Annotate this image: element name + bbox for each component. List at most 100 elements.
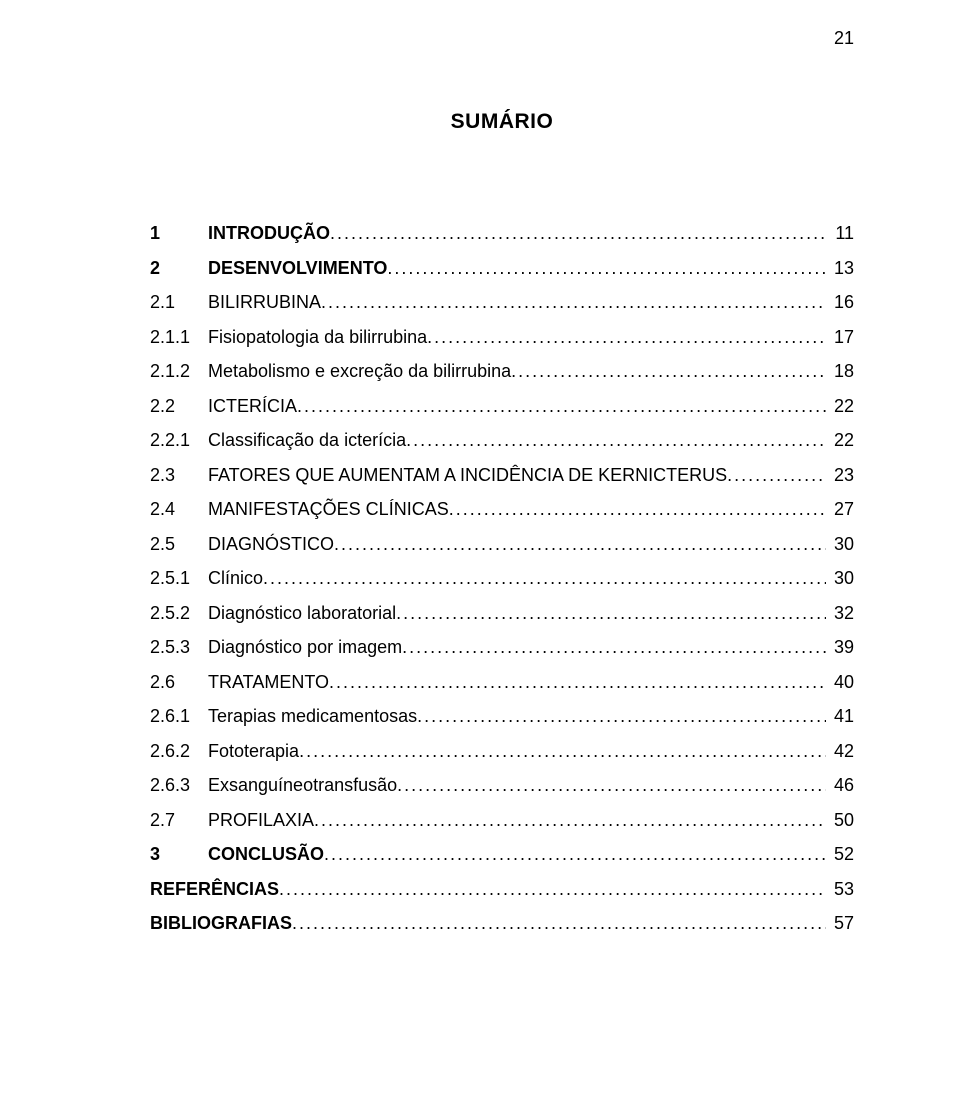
toc-entry-number: 2.5.3 bbox=[150, 638, 208, 656]
toc-entry: 2.1.2Metabolismo e excreção da bilirrubi… bbox=[150, 362, 854, 380]
toc-entry-label: BILIRRUBINA bbox=[208, 293, 321, 311]
page-content: SUMÁRIO 1INTRODUÇÃO112DESENVOLVIMENTO132… bbox=[0, 0, 960, 932]
toc-entry-number: 2.1.2 bbox=[150, 362, 208, 380]
toc-entry-page: 39 bbox=[826, 638, 854, 656]
toc-entry: 1INTRODUÇÃO11 bbox=[150, 224, 854, 242]
toc-entry: 3CONCLUSÃO 52 bbox=[150, 845, 854, 863]
toc-entry-label: Fisiopatologia da bilirrubina bbox=[208, 328, 427, 346]
toc-entry-leader bbox=[511, 362, 826, 380]
toc-entry-number: 2.4 bbox=[150, 500, 208, 518]
toc-entry-number: 3 bbox=[150, 845, 208, 863]
toc-entry: 2.5DIAGNÓSTICO 30 bbox=[150, 535, 854, 553]
toc-entry: 2.1.1Fisiopatologia da bilirrubina 17 bbox=[150, 328, 854, 346]
toc-entry-leader bbox=[427, 328, 826, 346]
toc-entry-page: 42 bbox=[826, 742, 854, 760]
toc-entry: REFERÊNCIAS 53 bbox=[150, 880, 854, 898]
toc-entry-leader bbox=[330, 224, 826, 242]
toc-entry-page: 32 bbox=[826, 604, 854, 622]
toc-entry-leader bbox=[297, 397, 826, 415]
toc-entry-page: 22 bbox=[826, 397, 854, 415]
toc-entry-leader bbox=[299, 742, 826, 760]
toc-entry-page: 18 bbox=[826, 362, 854, 380]
toc-entry-number: 2.6.3 bbox=[150, 776, 208, 794]
toc-entry-label: Fototerapia bbox=[208, 742, 299, 760]
toc-entry-page: 11 bbox=[826, 224, 854, 242]
toc-entry-page: 30 bbox=[826, 535, 854, 553]
toc-entry: 2.6.3Exsanguíneotransfusão 46 bbox=[150, 776, 854, 794]
toc-entry-page: 57 bbox=[826, 914, 854, 932]
toc-entry-leader bbox=[263, 569, 826, 587]
toc-entry-number: 2.5.2 bbox=[150, 604, 208, 622]
toc-entry-leader bbox=[397, 776, 826, 794]
toc-entry-number: 2.6.1 bbox=[150, 707, 208, 725]
toc-entry-leader bbox=[727, 466, 826, 484]
toc-entry-label: FATORES QUE AUMENTAM A INCIDÊNCIA DE KER… bbox=[208, 466, 727, 484]
toc-entry-label: ICTERÍCIA bbox=[208, 397, 297, 415]
toc-entry-leader bbox=[402, 638, 826, 656]
toc-entry: 2.4MANIFESTAÇÕES CLÍNICAS27 bbox=[150, 500, 854, 518]
toc-entry-label: Diagnóstico por imagem bbox=[208, 638, 402, 656]
toc-entry-leader bbox=[321, 293, 826, 311]
table-of-contents: 1INTRODUÇÃO11 2DESENVOLVIMENTO 13 2.1BILIRR… bbox=[150, 224, 854, 932]
toc-entry-leader bbox=[387, 259, 826, 277]
toc-entry-label: Exsanguíneotransfusão bbox=[208, 776, 397, 794]
toc-entry-number: 2.6 bbox=[150, 673, 208, 691]
toc-entry-page: 46 bbox=[826, 776, 854, 794]
toc-entry-leader bbox=[292, 914, 826, 932]
toc-entry: 2.6.2Fototerapia 42 bbox=[150, 742, 854, 760]
toc-entry-page: 41 bbox=[826, 707, 854, 725]
toc-entry-label: Diagnóstico laboratorial bbox=[208, 604, 396, 622]
toc-entry-leader bbox=[334, 535, 826, 553]
toc-entry-leader bbox=[417, 707, 826, 725]
toc-entry-page: 13 bbox=[826, 259, 854, 277]
toc-entry-leader bbox=[406, 431, 826, 449]
toc-entry-label: PROFILAXIA bbox=[208, 811, 314, 829]
toc-entry-number: 2 bbox=[150, 259, 208, 277]
toc-entry-number: 2.2.1 bbox=[150, 431, 208, 449]
toc-entry: 2.7PROFILAXIA 50 bbox=[150, 811, 854, 829]
toc-entry-label: MANIFESTAÇÕES CLÍNICAS bbox=[208, 500, 449, 518]
toc-entry-label: Terapias medicamentosas bbox=[208, 707, 417, 725]
toc-entry-page: 40 bbox=[826, 673, 854, 691]
toc-entry-label: REFERÊNCIAS bbox=[150, 880, 279, 898]
toc-entry-leader bbox=[396, 604, 826, 622]
toc-entry-page: 53 bbox=[826, 880, 854, 898]
toc-title: SUMÁRIO bbox=[150, 110, 854, 134]
toc-entry-number: 2.1.1 bbox=[150, 328, 208, 346]
toc-entry-leader bbox=[279, 880, 826, 898]
toc-entry: 2.6TRATAMENTO 40 bbox=[150, 673, 854, 691]
toc-entry-leader bbox=[314, 811, 826, 829]
toc-entry-number: 2.1 bbox=[150, 293, 208, 311]
toc-entry-page: 52 bbox=[826, 845, 854, 863]
toc-entry-label: Classificação da icterícia bbox=[208, 431, 406, 449]
toc-entry-label: TRATAMENTO bbox=[208, 673, 329, 691]
toc-entry: 2.5.3Diagnóstico por imagem 39 bbox=[150, 638, 854, 656]
toc-entry-number: 2.6.2 bbox=[150, 742, 208, 760]
toc-entry-number: 2.5 bbox=[150, 535, 208, 553]
toc-entry: 2.5.2Diagnóstico laboratorial 32 bbox=[150, 604, 854, 622]
toc-entry-label: BIBLIOGRAFIAS bbox=[150, 914, 292, 932]
toc-entry: 2.6.1Terapias medicamentosas 41 bbox=[150, 707, 854, 725]
toc-entry-number: 2.3 bbox=[150, 466, 208, 484]
toc-entry-leader bbox=[329, 673, 826, 691]
toc-entry: 2.1BILIRRUBINA 16 bbox=[150, 293, 854, 311]
toc-entry: 2DESENVOLVIMENTO 13 bbox=[150, 259, 854, 277]
toc-entry: 2.2ICTERÍCIA 22 bbox=[150, 397, 854, 415]
toc-entry-label: DESENVOLVIMENTO bbox=[208, 259, 387, 277]
toc-entry-number: 2.7 bbox=[150, 811, 208, 829]
toc-entry: 2.2.1Classificação da icterícia 22 bbox=[150, 431, 854, 449]
toc-entry-label: Metabolismo e excreção da bilirrubina bbox=[208, 362, 511, 380]
toc-entry-leader bbox=[324, 845, 826, 863]
toc-entry-label: CONCLUSÃO bbox=[208, 845, 324, 863]
toc-entry-number: 2.5.1 bbox=[150, 569, 208, 587]
toc-entry: BIBLIOGRAFIAS 57 bbox=[150, 914, 854, 932]
toc-entry-label: Clínico bbox=[208, 569, 263, 587]
toc-entry-number: 2.2 bbox=[150, 397, 208, 415]
toc-entry-page: 50 bbox=[826, 811, 854, 829]
toc-entry: 2.3FATORES QUE AUMENTAM A INCIDÊNCIA DE … bbox=[150, 466, 854, 484]
toc-entry-page: 16 bbox=[826, 293, 854, 311]
toc-entry-page: 17 bbox=[826, 328, 854, 346]
toc-entry-page: 22 bbox=[826, 431, 854, 449]
toc-entry-label: DIAGNÓSTICO bbox=[208, 535, 334, 553]
toc-entry-page: 30 bbox=[826, 569, 854, 587]
